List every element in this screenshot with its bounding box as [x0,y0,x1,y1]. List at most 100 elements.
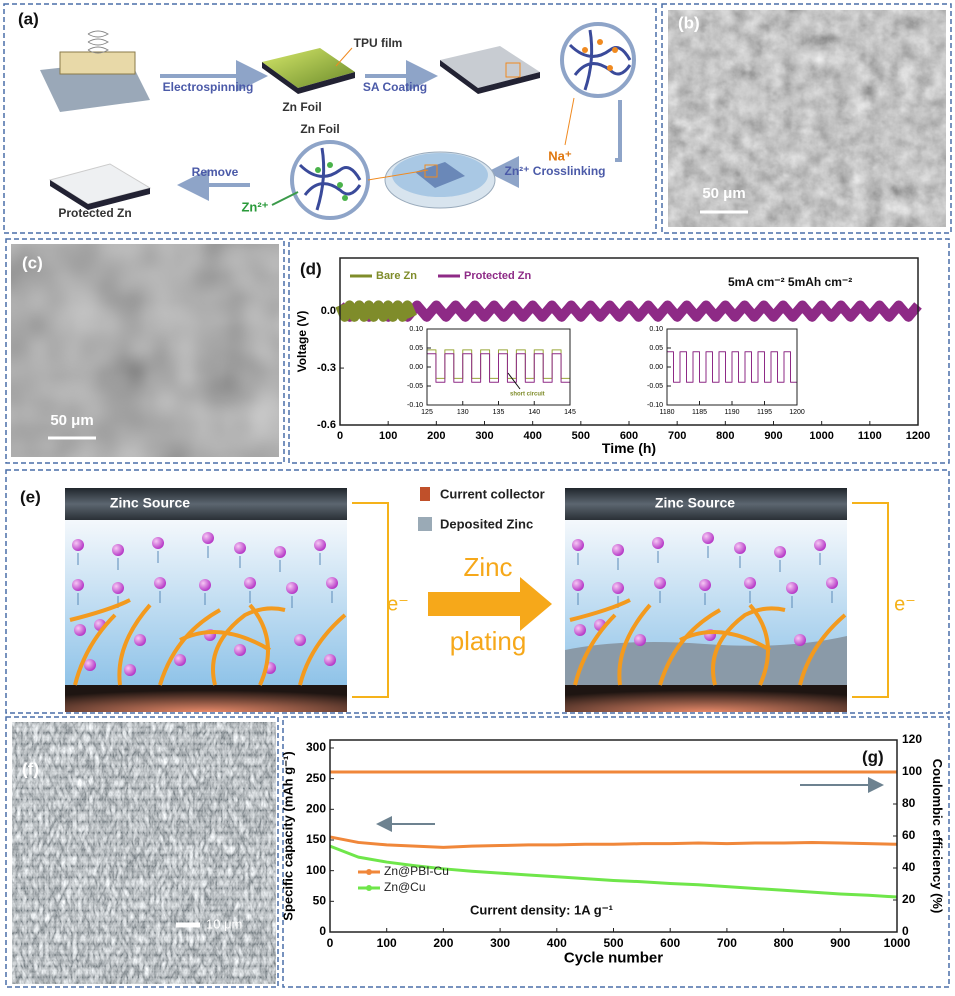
pointer [271,191,299,206]
label: Zn Foil [282,100,321,114]
zn-ion [152,537,164,549]
fiber [211,606,286,686]
x-tick-label: 500 [603,936,623,950]
zn-ion [826,577,838,589]
zn-ion [314,539,326,551]
ions [582,39,618,71]
fiber [573,613,617,686]
legend-label: Deposited Zinc [440,516,533,531]
zn-ion [72,539,84,551]
x-tick-label: 100 [377,936,397,950]
x-tick-label: 145 [564,409,576,416]
foil-edge [50,180,150,210]
x-tick-label: 400 [547,936,567,950]
fiber [748,603,770,686]
panel-label: (a) [18,9,39,28]
zn-ion [199,579,211,591]
fiber [73,613,117,686]
current-collector [565,685,847,712]
zn-ion [72,579,84,591]
zn-ion [294,634,306,646]
zn-foil [262,48,355,88]
series-line [667,351,798,383]
series-line [336,300,922,322]
panel-frame [5,716,279,988]
zn-ion [324,654,336,666]
panel-frame [282,716,950,988]
series-line [427,353,571,383]
step-label: SA Coating [363,80,427,94]
y2-axis-label: Coulombic efficiency (%) [930,759,945,914]
y-tick-label: -0.10 [407,402,423,409]
x-tick-label: 1190 [724,409,739,416]
plot-frame [426,328,571,406]
series-line [329,835,898,849]
panel-frame [661,3,952,234]
zoom-circle [290,140,370,220]
zn-ion [234,542,246,554]
step-label: Remove [192,165,239,179]
zinc-source [65,488,347,520]
y-axis-label: Voltage (V) [295,311,309,373]
panel-frame [288,238,950,464]
fiber [298,613,347,686]
zn-ion [774,546,786,558]
x-tick-label: 1200 [906,430,930,442]
zn-ion [74,624,86,636]
x-tick-label: 700 [717,936,737,950]
panel-frame [5,238,285,464]
zn-ion [744,577,756,589]
foil-edge [440,60,540,94]
sem-image [12,722,276,984]
x-tick-label: 300 [475,430,493,442]
ion-label: Zn²⁺ [241,199,268,214]
fiber [617,603,652,686]
y-tick-label: 0 [319,924,326,938]
y-tick-label: -0.6 [317,419,336,431]
x-tick-label: 0 [337,430,343,442]
y-tick-label: -0.05 [407,383,423,390]
current-collector [65,685,347,712]
ions [315,162,348,201]
fiber [179,630,272,652]
foil-in-dish [415,162,465,188]
electron-label: e⁻ [387,593,409,615]
x-tick-label: 900 [830,936,850,950]
zn-ion [572,539,584,551]
label: Protected Zn [58,206,131,220]
x-tick-label: 400 [523,430,541,442]
circuit [852,502,889,698]
x-tick-label: 800 [774,936,794,950]
zn-ion [84,659,96,671]
scheme-a [40,22,636,220]
zn-ion [634,634,646,646]
x-tick-label: 135 [493,409,505,416]
legend-label: Zn@PBI-Cu [384,864,449,878]
zn-ion [794,634,806,646]
fiber [69,598,131,622]
x-axis-label: Cycle number [564,949,663,966]
zn-ion [652,537,664,549]
annotation: 5mA cm⁻² 5mAh cm⁻² [728,275,852,289]
annotation: short circuit [510,392,545,398]
zn-ion [612,544,624,556]
zn-ion [702,532,714,544]
sem-image [668,10,946,227]
arrow-label: Zinc [463,552,512,582]
fiber [158,608,221,686]
plot-frame [666,328,798,406]
y-tick-label: -0.3 [317,362,336,374]
y-tick-label: 0.05 [409,345,423,352]
y-tick-label: 0.10 [649,326,663,333]
label: Zinc Source [655,495,735,511]
x-tick-label: 130 [457,409,469,416]
zn-ion [699,579,711,591]
fiber [711,606,786,686]
zn-ion [112,544,124,556]
y-tick-label: 100 [902,764,922,778]
x-tick-label: 300 [490,936,510,950]
step-label: Electrospinning [163,80,254,94]
x-tick-label: 900 [764,430,782,442]
legend-swatch [418,517,432,531]
